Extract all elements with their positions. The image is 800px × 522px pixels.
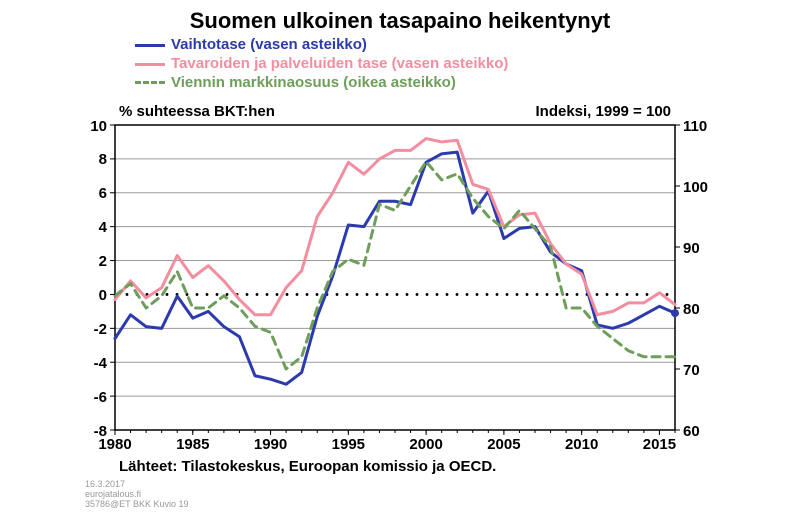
axis-tick-label: -6 bbox=[94, 389, 107, 406]
axis-tick-label: 2000 bbox=[409, 436, 442, 453]
legend-swatch bbox=[135, 81, 165, 84]
axis-tick-label: 6 bbox=[99, 185, 107, 202]
chart-title: Suomen ulkoinen tasapaino heikentynyt bbox=[0, 8, 800, 34]
axis-tick-label: 1995 bbox=[332, 436, 365, 453]
axis-tick-label: 2015 bbox=[643, 436, 676, 453]
legend: Vaihtotase (vasen asteikko)Tavaroiden ja… bbox=[135, 36, 508, 92]
axis-tick-label: 8 bbox=[99, 151, 107, 168]
footer: 16.3.2017 eurojatalous.fi 35786@ET BKK K… bbox=[85, 480, 189, 510]
legend-label: Tavaroiden ja palveluiden tase (vasen as… bbox=[171, 55, 508, 74]
axis-tick-label: -2 bbox=[94, 321, 107, 338]
axis-tick-label: 80 bbox=[683, 301, 700, 318]
legend-item: Viennin markkinaosuus (oikea asteikko) bbox=[135, 74, 508, 93]
series-vaihtotase bbox=[115, 152, 675, 384]
axis-tick-label: 2 bbox=[99, 253, 107, 270]
source-line: Lähteet: Tilastokeskus, Euroopan komissi… bbox=[119, 458, 496, 475]
axis-tick-label: 4 bbox=[99, 219, 107, 236]
chart-container: Suomen ulkoinen tasapaino heikentynyt Va… bbox=[0, 0, 800, 522]
legend-item: Tavaroiden ja palveluiden tase (vasen as… bbox=[135, 55, 508, 74]
axis-tick-label: 100 bbox=[683, 179, 708, 196]
legend-label: Viennin markkinaosuus (oikea asteikko) bbox=[171, 74, 456, 93]
axis-tick-label: 110 bbox=[683, 118, 707, 135]
legend-label: Vaihtotase (vasen asteikko) bbox=[171, 36, 367, 55]
axis-tick-label: 70 bbox=[683, 362, 700, 379]
axis-tick-label: 10 bbox=[90, 118, 107, 135]
axis-tick-label: -4 bbox=[94, 355, 107, 372]
axis-tick-label: 1985 bbox=[176, 436, 209, 453]
legend-swatch bbox=[135, 44, 165, 47]
axis-tick-label: 0 bbox=[99, 287, 107, 304]
axis-tick-label: 2010 bbox=[565, 436, 598, 453]
legend-swatch bbox=[135, 63, 165, 66]
axis-tick-label: 2005 bbox=[487, 436, 520, 453]
axis-tick-label: 1980 bbox=[98, 436, 131, 453]
legend-item: Vaihtotase (vasen asteikko) bbox=[135, 36, 508, 55]
axis-tick-label: 90 bbox=[683, 240, 700, 257]
footer-id: 35786@ET BKK Kuvio 19 bbox=[85, 500, 189, 510]
axis-tick-label: 60 bbox=[683, 423, 700, 440]
plot-area bbox=[115, 125, 675, 430]
axis-tick-label: 1990 bbox=[254, 436, 287, 453]
end-marker bbox=[671, 309, 679, 317]
